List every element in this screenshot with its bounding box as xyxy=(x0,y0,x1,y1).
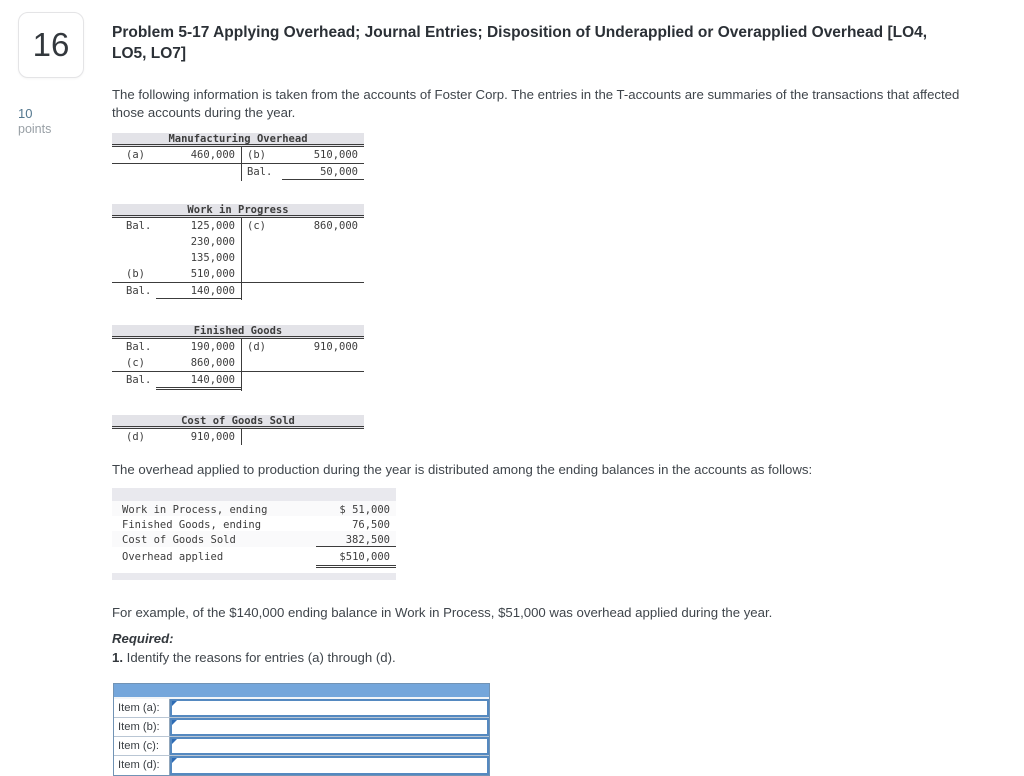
item-b-label: Item (b): xyxy=(114,717,170,736)
t-account-title: Work in Progress xyxy=(112,203,364,218)
row-label: Finished Goods, ending xyxy=(122,518,262,531)
t-account-finished-goods: Finished Goods Bal. 190,000 (d) 910,000 … xyxy=(112,324,364,393)
intro-paragraph: The following information is taken from … xyxy=(112,86,960,120)
entry-amount: 910,000 xyxy=(190,430,235,443)
question-gutter: 16 10 points xyxy=(18,12,98,136)
entry-label: Bal. xyxy=(126,340,152,353)
answer-table-header xyxy=(114,683,489,699)
balance-label: Bal. xyxy=(126,373,152,386)
table-total-row: Overhead applied $510,000 xyxy=(112,547,396,568)
entry-label: (d) xyxy=(247,340,266,353)
answer-row: Item (c): xyxy=(114,736,489,756)
row-amount: $ 51,000 xyxy=(339,503,390,516)
entry-amount: 910,000 xyxy=(313,340,358,353)
item-c-input[interactable] xyxy=(170,736,489,755)
t-account-row: (d) 910,000 xyxy=(112,428,364,445)
required-item-number: 1. xyxy=(112,649,123,665)
points-value: 10 xyxy=(18,106,33,121)
required-item: 1. Identify the reasons for entries (a) … xyxy=(112,650,1012,665)
answer-row: Item (d): xyxy=(114,755,489,775)
table-row: Work in Process, ending $ 51,000 xyxy=(112,500,396,516)
table-bottom-bar xyxy=(112,572,396,580)
entry-label: (b) xyxy=(126,267,145,280)
t-account-row: 230,000 xyxy=(112,233,364,250)
item-a-input[interactable] xyxy=(170,698,489,717)
t-account-title: Cost of Goods Sold xyxy=(112,414,364,429)
problem-body: Problem 5-17 Applying Overhead; Journal … xyxy=(112,22,1012,776)
table-top-bar xyxy=(112,487,396,501)
item-d-label: Item (d): xyxy=(114,755,170,775)
answer-cell-marker-icon xyxy=(172,700,177,706)
required-label: Required: xyxy=(112,630,174,646)
row-amount: 76,500 xyxy=(352,518,390,531)
t-account-row: (c) 860,000 xyxy=(112,354,364,372)
example-note: For example, of the $140,000 ending bala… xyxy=(112,604,773,620)
t-account-row: (a) 460,000 (b) 510,000 xyxy=(112,146,364,164)
t-account-row: Bal. 50,000 xyxy=(112,163,364,181)
entry-amount: 510,000 xyxy=(313,148,358,161)
balance-amount: 140,000 xyxy=(156,374,241,390)
entry-label: (c) xyxy=(126,356,145,369)
answer-row: Item (b): xyxy=(114,717,489,737)
t-account-row: 135,000 xyxy=(112,249,364,266)
question-number: 16 xyxy=(32,26,70,63)
item-d-input[interactable] xyxy=(170,755,489,775)
t-account-title: Manufacturing Overhead xyxy=(112,132,364,147)
entry-label: (c) xyxy=(247,219,266,232)
answer-cell-marker-icon xyxy=(172,757,177,763)
row-label: Cost of Goods Sold xyxy=(122,533,236,546)
entry-label: (b) xyxy=(247,148,266,161)
entry-amount: 460,000 xyxy=(190,148,235,161)
overhead-distribution-table: Work in Process, ending $ 51,000 Finishe… xyxy=(112,487,396,580)
t-account-row: (b) 510,000 xyxy=(112,265,364,283)
entry-amount: 510,000 xyxy=(190,267,235,280)
answer-row: Item (a): xyxy=(114,698,489,718)
table-row: Finished Goods, ending 76,500 xyxy=(112,516,396,531)
entry-label: Bal. xyxy=(126,219,152,232)
answer-table: Item (a): Item (b): Item (c): Item (d): xyxy=(113,682,490,776)
row-amount: 382,500 xyxy=(316,534,396,547)
item-c-label: Item (c): xyxy=(114,736,170,755)
answer-cell-marker-icon xyxy=(172,719,177,725)
answer-cell-marker-icon xyxy=(172,738,177,744)
entry-amount: 860,000 xyxy=(190,356,235,369)
balance-label: Bal. xyxy=(126,284,152,297)
t-account-work-in-progress: Work in Progress Bal. 125,000 (c) 860,00… xyxy=(112,203,364,302)
t-account-row: Bal. 125,000 (c) 860,000 xyxy=(112,217,364,234)
t-account-manufacturing-overhead: Manufacturing Overhead (a) 460,000 (b) 5… xyxy=(112,132,364,183)
row-label: Overhead applied xyxy=(122,550,224,563)
t-account-cost-of-goods-sold: Cost of Goods Sold (d) 910,000 xyxy=(112,414,364,445)
entry-amount: 135,000 xyxy=(190,251,235,264)
page-title: Problem 5-17 Applying Overhead; Journal … xyxy=(112,24,928,63)
balance-amount: 140,000 xyxy=(156,285,241,299)
t-account-row: Bal. 140,000 xyxy=(112,282,364,300)
row-amount: $510,000 xyxy=(316,551,396,568)
t-account-title: Finished Goods xyxy=(112,324,364,339)
entry-amount: 190,000 xyxy=(190,340,235,353)
balance-label: Bal. xyxy=(247,165,273,178)
question-number-box: 16 xyxy=(18,12,84,78)
item-a-label: Item (a): xyxy=(114,698,170,717)
overhead-note: The overhead applied to production durin… xyxy=(112,461,813,477)
t-account-row: Bal. 190,000 (d) 910,000 xyxy=(112,338,364,355)
points-label: points xyxy=(18,122,52,136)
required-item-text: Identify the reasons for entries (a) thr… xyxy=(123,649,396,665)
entry-label: (a) xyxy=(126,148,145,161)
t-account-row: Bal. 140,000 xyxy=(112,371,364,391)
row-label: Work in Process, ending xyxy=(122,503,268,516)
entry-amount: 125,000 xyxy=(190,219,235,232)
entry-amount: 860,000 xyxy=(313,219,358,232)
entry-amount: 230,000 xyxy=(190,235,235,248)
table-row: Cost of Goods Sold 382,500 xyxy=(112,530,396,547)
balance-amount: 50,000 xyxy=(282,166,364,180)
entry-label: (d) xyxy=(126,430,145,443)
item-b-input[interactable] xyxy=(170,717,489,736)
